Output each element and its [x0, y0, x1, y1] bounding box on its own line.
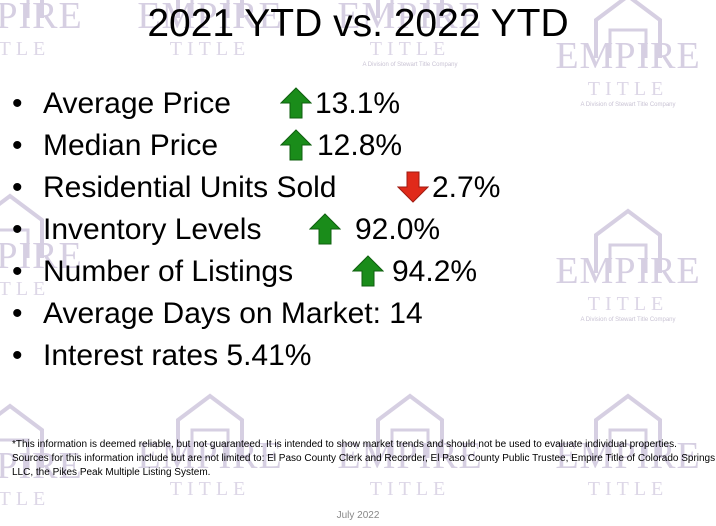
- watermark-brand: EMPIRE: [0, 445, 83, 487]
- house-icon: [594, 393, 662, 458]
- stat-label: Inventory Levels: [43, 213, 262, 246]
- watermark-logo: EMPIRE TITLE: [0, 190, 90, 310]
- stat-label: Average Days on Market: 14: [43, 297, 423, 330]
- stat-value: 13.1%: [315, 87, 401, 120]
- watermark-logo: EMPIRE TITLE: [0, 400, 90, 520]
- arrow-up-icon: [279, 87, 313, 119]
- arrow-up-icon: [308, 213, 342, 245]
- page-title: 2021 YTD vs. 2022 YTD: [147, 2, 569, 45]
- watermark-logo: EMPIRE TITLE A Division of Stewart Title…: [330, 0, 490, 70]
- watermark-logo: EMPIRE TITLE: [330, 390, 490, 510]
- stat-label: Number of Listings: [43, 255, 294, 288]
- stat-value: 12.8%: [317, 129, 403, 162]
- watermark-subtitle: TITLE: [369, 478, 451, 500]
- watermark-logo: EMPIRE TITLE: [548, 390, 708, 510]
- watermark-subtitle: TITLE: [169, 478, 251, 500]
- watermark-subtitle: TITLE: [0, 488, 51, 510]
- stat-label: Interest rates 5.41%: [43, 339, 312, 372]
- stat-label: Residential Units Sold: [43, 171, 337, 204]
- house-icon: [176, 0, 244, 18]
- bullet-dot: •: [12, 339, 23, 372]
- watermark-brand: EMPIRE: [337, 435, 483, 477]
- watermark-brand: EMPIRE: [555, 435, 701, 477]
- watermark-division: A Division of Stewart Title Company: [580, 317, 676, 323]
- bullet-dot: •: [12, 255, 23, 288]
- watermark-subtitle: TITLE: [587, 478, 669, 500]
- house-icon: [0, 403, 44, 468]
- watermark-brand: EMPIRE: [555, 35, 701, 77]
- house-icon: [376, 393, 444, 458]
- watermark-logo: EMPIRE TITLE A Division of Stewart Title…: [548, 205, 708, 325]
- watermark-brand: EMPIRE: [137, 435, 283, 477]
- watermark-subtitle: TITLE: [369, 38, 451, 60]
- watermark-logo: EMPIRE TITLE A Division of Stewart Title…: [548, 0, 708, 110]
- house-icon: [594, 208, 662, 273]
- bullet-dot: •: [12, 213, 23, 246]
- house-icon: [594, 0, 662, 58]
- house-icon: [376, 0, 444, 18]
- stat-value: 92.0%: [355, 213, 441, 246]
- bullet-dot: •: [12, 87, 23, 120]
- bullet-dot: •: [12, 171, 23, 204]
- watermark-subtitle: TITLE: [169, 38, 251, 60]
- stat-value: 94.2%: [392, 255, 478, 288]
- watermark-brand: EMPIRE: [555, 250, 701, 292]
- arrow-down-icon: [396, 171, 430, 203]
- bullet-dot: •: [12, 129, 23, 162]
- arrow-up-icon: [351, 255, 385, 287]
- watermark-division: A Division of Stewart Title Company: [362, 62, 458, 68]
- house-icon: [176, 393, 244, 458]
- watermark-brand: EMPIRE: [337, 0, 483, 37]
- bullet-dot: •: [12, 297, 23, 330]
- watermark-brand: EMPIRE: [137, 0, 283, 37]
- house-icon: [0, 193, 44, 258]
- watermark-subtitle: TITLE: [0, 278, 51, 300]
- watermark-subtitle: TITLE: [587, 78, 669, 100]
- watermark-subtitle: TITLE: [0, 38, 51, 60]
- watermark-division: A Division of Stewart Title Company: [580, 102, 676, 108]
- disclaimer-footnote: *This information is deemed reliable, bu…: [12, 439, 716, 478]
- arrow-up-icon: [279, 129, 313, 161]
- watermark-logo: EMPIRE TITLE: [130, 390, 290, 510]
- stat-value: 2.7%: [432, 171, 501, 204]
- watermark-logo: EMPIRE TITLE: [130, 0, 290, 70]
- watermark-subtitle: TITLE: [587, 293, 669, 315]
- footer-date: July 2022: [336, 510, 380, 521]
- house-icon: [26, 0, 44, 18]
- watermark-brand: EMPIRE: [0, 235, 83, 277]
- stat-label: Average Price: [43, 87, 231, 120]
- watermark-logo: EMPIRE TITLE: [0, 0, 90, 70]
- watermark-brand: EMPIRE: [0, 0, 83, 37]
- stat-label: Median Price: [43, 129, 219, 162]
